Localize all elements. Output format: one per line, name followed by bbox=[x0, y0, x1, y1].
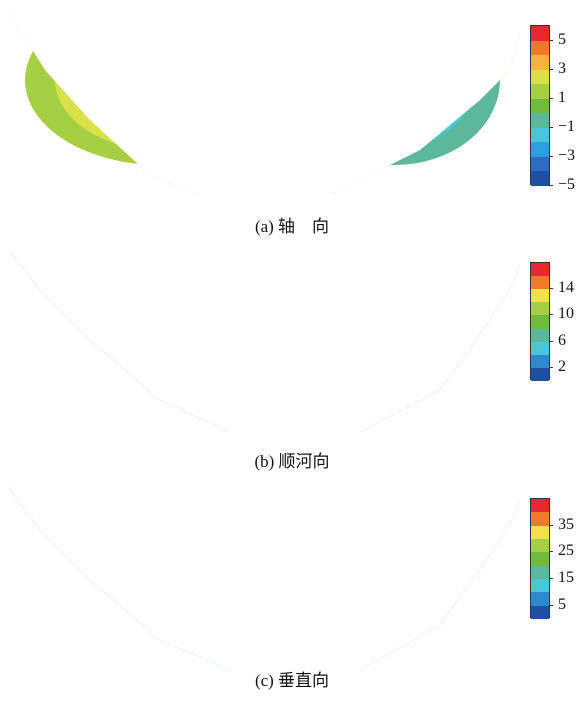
colorbar-segment bbox=[531, 84, 549, 99]
colorbar-segment bbox=[531, 142, 549, 157]
colorbar-segment bbox=[531, 127, 549, 143]
colorbar-segment bbox=[531, 341, 549, 355]
colorbar-segment bbox=[531, 302, 549, 316]
colorbar-axial bbox=[530, 25, 550, 186]
panel-streamwise: 14 10 6 2 (b) 顺河向 bbox=[0, 240, 584, 480]
colorbar-segment bbox=[531, 552, 549, 566]
colorbar-segment bbox=[531, 328, 549, 342]
panel-vertical: 35 25 15 5 (c) 垂直向 bbox=[0, 480, 584, 707]
colorbar-tick-label: −5 bbox=[558, 176, 576, 193]
colorbar-segment bbox=[531, 171, 549, 186]
colorbar-tick-label: 3 bbox=[558, 59, 566, 77]
colorbar-segment bbox=[531, 525, 549, 539]
caption-axial: (a) 轴 向 bbox=[254, 217, 330, 236]
contour-plot-axial bbox=[0, 0, 584, 200]
colorbar-segment bbox=[531, 55, 549, 70]
colorbar-tick-label: −1 bbox=[558, 117, 576, 135]
colorbar-tick-label: 1 bbox=[558, 88, 566, 106]
colorbar-segment bbox=[531, 113, 549, 128]
colorbar-segment bbox=[531, 538, 549, 553]
colorbar-tick-mark bbox=[549, 314, 553, 316]
colorbar-tick-mark bbox=[549, 604, 553, 606]
colorbar-tick-mark bbox=[549, 340, 553, 342]
caption-vertical: (c) 垂直向 bbox=[254, 671, 330, 690]
colorbar-tick-label: 5 bbox=[558, 595, 566, 613]
panel-axial: 5 3 1 −1 −3 −5 (a) 轴 向 bbox=[0, 0, 584, 240]
colorbar-segment bbox=[531, 499, 549, 513]
colorbar-tick-mark bbox=[549, 126, 553, 128]
caption-streamwise: (b) 顺河向 bbox=[254, 452, 330, 471]
colorbar-tick-mark bbox=[549, 97, 553, 99]
colorbar-segment bbox=[531, 605, 549, 619]
colorbar-tick-label: 35 bbox=[558, 515, 574, 533]
colorbar-segment bbox=[531, 98, 549, 114]
colorbar-tick-label: 2 bbox=[558, 357, 566, 375]
colorbar-tick-mark bbox=[549, 524, 553, 526]
colorbar-tick-mark bbox=[549, 578, 553, 579]
colorbar-segment bbox=[531, 69, 549, 85]
colorbar-segment bbox=[531, 512, 549, 526]
colorbar-segment bbox=[531, 289, 549, 303]
colorbar-tick-label: 10 bbox=[558, 305, 574, 323]
colorbar-tick-mark bbox=[549, 185, 553, 186]
colorbar-segment bbox=[531, 276, 549, 290]
colorbar-segment bbox=[531, 367, 549, 381]
colorbar-segment bbox=[531, 40, 549, 56]
contour-plot-vertical bbox=[0, 480, 584, 680]
colorbar-tick-mark bbox=[549, 155, 553, 157]
colorbar-tick-label: 25 bbox=[558, 542, 574, 560]
colorbar-tick-label: −3 bbox=[558, 146, 576, 164]
colorbar-tick-label: 14 bbox=[558, 279, 574, 297]
colorbar-segment bbox=[531, 26, 549, 41]
colorbar-tick-label: 6 bbox=[558, 331, 566, 349]
colorbar-tick-mark bbox=[549, 551, 553, 553]
colorbar-segment bbox=[531, 263, 549, 277]
colorbar-streamwise bbox=[530, 262, 550, 381]
colorbar-segment bbox=[531, 156, 549, 172]
colorbar-segment bbox=[531, 354, 549, 368]
colorbar-tick-mark bbox=[549, 39, 553, 41]
colorbar-vertical bbox=[530, 498, 550, 619]
colorbar-segment bbox=[531, 565, 549, 579]
colorbar-tick-label: 5 bbox=[558, 30, 566, 48]
colorbar-tick-mark bbox=[549, 366, 553, 368]
contour-plot-streamwise bbox=[0, 240, 584, 440]
colorbar-tick-mark bbox=[549, 288, 553, 290]
colorbar-tick-label: 15 bbox=[558, 569, 574, 586]
colorbar-segment bbox=[531, 315, 549, 329]
colorbar-tick-mark bbox=[549, 68, 553, 70]
colorbar-segment bbox=[531, 578, 549, 593]
colorbar-segment bbox=[531, 592, 549, 606]
